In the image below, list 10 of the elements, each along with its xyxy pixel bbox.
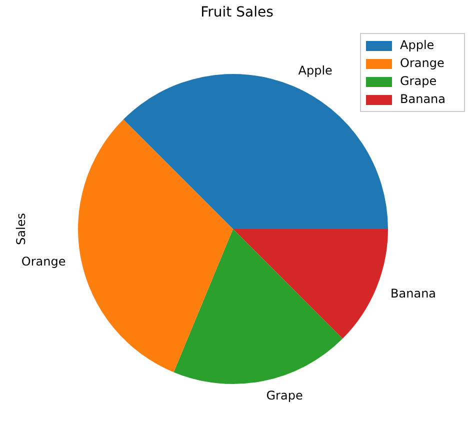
chart-title: Fruit Sales [200,4,274,21]
slice-label: Grape [266,388,303,402]
legend-label: Apple [400,38,434,52]
slice-label: Banana [390,286,436,300]
text: Sales [14,213,28,245]
legend-label: Orange [400,56,444,70]
legend-label: Grape [400,74,437,88]
legend-label: Banana [400,92,446,106]
slice-label: Orange [21,254,66,268]
slice-label: Apple [298,64,332,78]
